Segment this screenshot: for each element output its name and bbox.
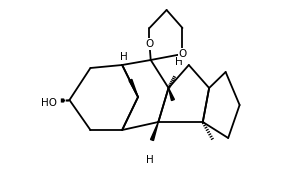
Text: H: H: [120, 52, 128, 62]
Text: H: H: [175, 57, 182, 67]
Text: HO: HO: [41, 98, 57, 108]
Polygon shape: [168, 88, 174, 101]
Text: H: H: [146, 155, 153, 165]
Text: O: O: [178, 49, 187, 59]
Polygon shape: [150, 122, 158, 141]
Polygon shape: [129, 79, 138, 97]
Text: O: O: [145, 39, 154, 49]
